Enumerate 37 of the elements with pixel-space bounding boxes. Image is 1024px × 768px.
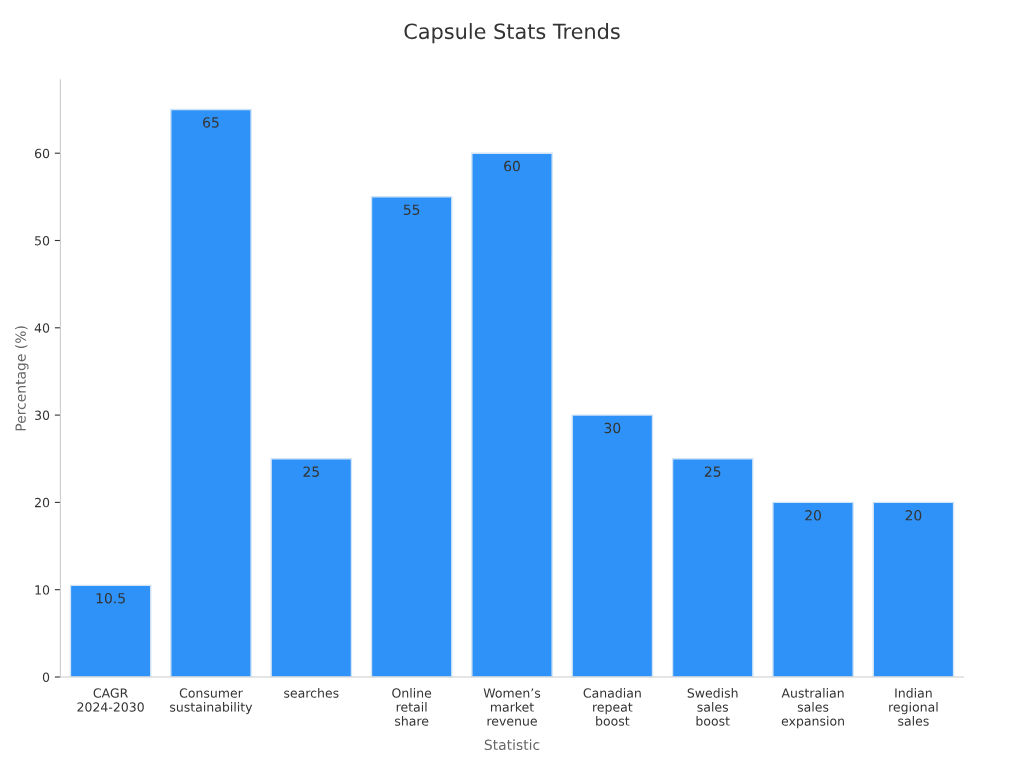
data-label: 30 [604,422,621,434]
x-axis-title: Statistic [484,739,540,751]
data-label: 20 [905,510,922,521]
y-tick-label: 60 [34,148,50,159]
data-label: 25 [303,466,319,477]
x-tick-label: searches [284,688,339,698]
x-tick-label: Consumer sustainability [170,688,253,715]
data-label: 10.5 [96,592,125,604]
data-label: 60 [504,160,520,172]
bar [571,414,654,677]
bar [270,458,353,677]
x-tick-label: Swedish sales boost [687,688,738,726]
bar [170,108,252,677]
x-tick-label: Indian regional sales [889,688,938,726]
y-tick-label: 10 [35,585,50,595]
data-label: 20 [805,510,821,521]
bar [772,501,854,677]
bar [671,458,754,677]
data-label: 25 [704,466,721,477]
x-tick-label: Women’s market revenue [483,688,541,726]
bar [370,196,453,677]
x-tick-label: CAGR 2024-2030 [77,688,144,712]
y-tick-label: 0 [42,672,50,682]
x-tick-label: Canadian repeat boost [583,688,641,726]
bar [471,152,553,677]
x-tick-label: Online retail share [392,688,432,726]
bar [69,584,152,677]
chart-title: Capsule Stats Trends [404,23,620,44]
data-label: 65 [203,117,219,128]
y-tick-label: 30 [35,410,50,421]
y-tick-label: 50 [35,235,50,246]
x-tick-label: Australian sales expansion [781,688,844,729]
y-tick-label: 40 [34,323,50,333]
data-label: 55 [403,204,420,215]
y-axis-title: Percentage (%) [15,326,29,431]
y-tick-label: 20 [35,497,50,508]
bar [872,501,955,677]
